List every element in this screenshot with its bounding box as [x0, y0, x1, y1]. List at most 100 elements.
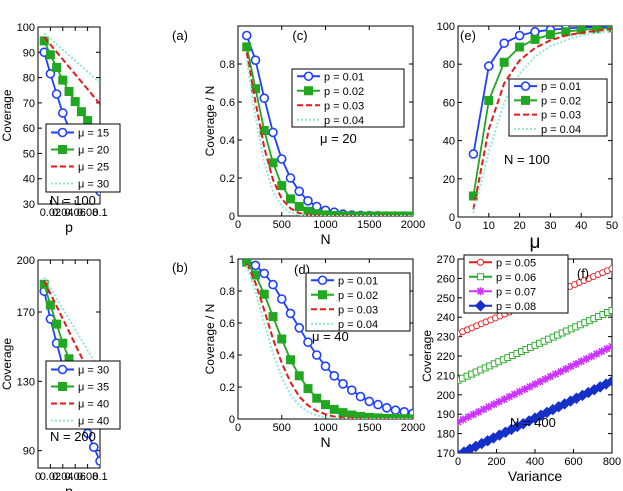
data-point	[546, 372, 555, 381]
data-point	[83, 116, 93, 126]
y-axis-label: Coverage	[0, 89, 14, 141]
legend-label: p = 0.08	[496, 301, 536, 313]
x-tick-label: 2000	[401, 422, 425, 434]
x-tick-label: 600	[564, 456, 582, 468]
data-point	[303, 384, 313, 394]
legend-marker-sample	[304, 86, 313, 96]
x-tick-label: 0.08	[77, 471, 98, 483]
legend-label: p = 0.07	[496, 286, 536, 298]
panel-label: (e)	[460, 28, 476, 43]
data-point	[45, 50, 55, 60]
data-point	[312, 209, 322, 216]
data-point	[285, 308, 296, 319]
data-point	[608, 265, 612, 273]
x-tick-label: 0.04	[52, 207, 73, 219]
x-tick-label: 0.1	[92, 207, 107, 219]
legend-marker-sample	[521, 95, 530, 105]
y-tick-label: 200	[17, 255, 35, 267]
data-point	[391, 211, 400, 216]
x-axis-label: p	[65, 219, 73, 235]
legend-label: p = 0.04	[541, 124, 581, 136]
data-point	[242, 42, 252, 52]
data-point	[608, 306, 612, 314]
series-line	[43, 32, 100, 84]
legend: p = 0.01 p = 0.02 p = 0.03 p = 0.04	[508, 78, 608, 137]
x-tick-label: 0.08	[77, 207, 98, 219]
data-point	[70, 97, 80, 107]
x-tick-label: 10	[483, 220, 495, 232]
data-point	[338, 408, 348, 418]
data-point	[311, 350, 322, 360]
legend-marker-sample	[303, 71, 314, 82]
y-tick-label: 180	[437, 429, 455, 441]
legend: μ = 30 μ = 35 μ = 40 μ = 40	[45, 360, 121, 430]
data-point	[474, 407, 483, 416]
data-point	[355, 391, 366, 402]
data-point	[329, 210, 339, 216]
legend-label: μ = 20	[78, 145, 109, 157]
data-point	[268, 158, 278, 168]
data-point	[541, 375, 550, 384]
legend-marker-sample	[317, 275, 328, 286]
x-axis-label: p	[65, 483, 73, 491]
data-point	[382, 211, 392, 216]
legend-label: p = 0.02	[324, 86, 364, 98]
data-point	[286, 194, 295, 204]
data-point	[285, 173, 296, 183]
x-tick-label: 0.1	[92, 471, 107, 483]
panel-d: 0 500 1000 1500 2000 0 0.2 0.4 0.6 0.8 1 N Coverage …	[203, 254, 425, 450]
series-p = 0.06	[458, 306, 612, 384]
data-point	[58, 338, 68, 348]
x-tick-label: 0.06	[64, 207, 85, 219]
panel-label: (c)	[292, 28, 307, 43]
data-point	[268, 127, 278, 138]
plot-area	[468, 26, 612, 214]
data-point	[286, 355, 295, 365]
y-tick-label: 270	[437, 254, 455, 266]
y-tick-label: 90	[23, 47, 35, 59]
data-point	[356, 211, 365, 216]
data-point	[338, 378, 348, 389]
y-tick-label: 50	[23, 148, 35, 160]
data-point	[530, 34, 540, 44]
x-tick-label: 1500	[357, 219, 381, 231]
series-line	[245, 263, 413, 419]
data-point	[602, 344, 611, 353]
legend-marker-sample	[318, 290, 327, 300]
data-point	[390, 405, 401, 416]
data-point	[561, 364, 570, 373]
data-point	[373, 211, 383, 216]
y-tick-label: 1	[229, 254, 235, 266]
data-point	[294, 186, 305, 197]
y-tick-label: 40	[443, 136, 455, 148]
data-point	[606, 375, 612, 387]
data-point	[608, 342, 612, 351]
legend-label: p = 0.03	[324, 100, 364, 112]
data-point	[347, 410, 357, 419]
y-tick-label: 230	[437, 332, 455, 344]
panel-c: 0 500 1000 1500 2000 0 0.2 0.4 0.6 0.8 N Coverage /…	[203, 25, 425, 247]
data-point	[536, 377, 545, 386]
x-axis-label: Variance	[508, 468, 562, 484]
plot-area	[458, 265, 612, 453]
series-p = 0.07	[458, 342, 612, 426]
data-point	[499, 57, 509, 67]
data-point	[364, 396, 375, 407]
panel-label: (b)	[172, 260, 188, 275]
data-point	[607, 26, 612, 33]
data-point	[572, 359, 581, 368]
y-tick-label: 0.2	[220, 173, 235, 185]
series-line	[472, 28, 612, 210]
legend: p = 0.05 p = 0.06 p = 0.07 p = 0.08	[463, 254, 569, 314]
legend-label: p = 0.01	[338, 275, 378, 287]
x-tick-label: 2000	[401, 219, 425, 231]
data-point	[484, 95, 494, 105]
legend-box	[45, 360, 121, 430]
x-tick-label: 400	[526, 456, 544, 468]
data-point	[530, 26, 540, 37]
data-point	[551, 370, 560, 379]
x-tick-label: 0	[235, 422, 241, 434]
data-point	[356, 411, 365, 419]
data-point	[495, 397, 504, 406]
